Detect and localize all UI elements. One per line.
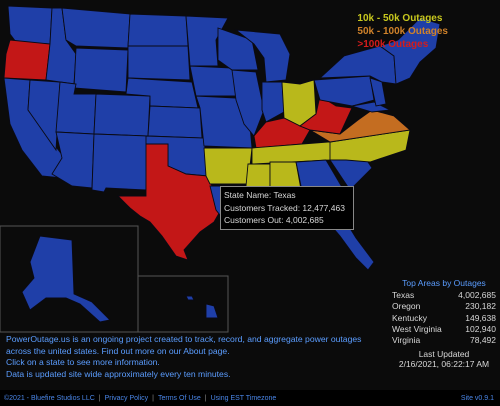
legend-tier2: 50k - 100k Outages — [357, 26, 448, 37]
state-west-virginia[interactable] — [299, 95, 353, 135]
state-arkansas[interactable] — [203, 147, 253, 185]
top-area-value: 78,492 — [470, 335, 496, 346]
top-area-name: West Virginia — [392, 323, 442, 334]
state-hawaii-islands[interactable] — [185, 295, 195, 301]
footer-separator: | — [98, 395, 101, 402]
state-north-dakota[interactable] — [127, 13, 189, 47]
top-area-row[interactable]: West Virginia 102,940 — [392, 324, 496, 335]
top-area-row[interactable]: Texas 4,002,685 — [392, 290, 496, 301]
state-new-jersey[interactable] — [369, 77, 387, 107]
info-line: Data is updated site wide approximately … — [6, 368, 231, 379]
state-alaska[interactable] — [21, 235, 111, 323]
last-updated-label: Last Updated — [418, 349, 470, 360]
state-iowa[interactable] — [189, 65, 237, 97]
top-area-name: Virginia — [392, 335, 421, 346]
top-area-name: Oregon — [392, 301, 421, 312]
tooltip-state-name: State Name: Texas — [224, 190, 296, 200]
state-nevada[interactable] — [27, 79, 61, 152]
info-line: PowerOutage.us is an ongoing project cre… — [6, 334, 362, 344]
state-indiana[interactable] — [261, 81, 285, 123]
top-areas-panel: Top Areas by Outages Texas 4,002,685 Oreg… — [392, 278, 496, 369]
state-oregon[interactable] — [3, 39, 51, 81]
top-area-value: 149,638 — [465, 312, 496, 323]
state-hawaii[interactable] — [205, 303, 219, 319]
top-areas-title: Top Areas by Outages — [402, 278, 486, 288]
footer-separator: | — [152, 395, 154, 402]
state-south-dakota[interactable] — [127, 45, 191, 81]
state-wyoming[interactable] — [73, 47, 129, 93]
top-area-row[interactable]: Kentucky 149,638 — [392, 313, 496, 324]
footer-links: ©2021 - Bluefire Studios LLC | Privacy Pol… — [4, 392, 276, 406]
timezone-link[interactable]: Using EST Timezone — [210, 395, 277, 402]
last-updated-value: 2/16/2021, 06:22:17 AM — [398, 359, 490, 370]
top-area-row[interactable]: Oregon 230,182 — [392, 301, 496, 312]
privacy-policy-link[interactable]: Privacy Policy — [104, 395, 149, 402]
us-outage-map — [0, 0, 500, 390]
state-utah[interactable] — [55, 81, 97, 135]
state-new-england[interactable] — [379, 17, 441, 85]
tooltip-customers-tracked: Customers Tracked: 12,477,463 — [224, 202, 345, 213]
state-colorado[interactable] — [93, 93, 151, 137]
top-area-value: 102,940 — [465, 323, 496, 334]
site-info: PowerOutage.us is an ongoing project cre… — [6, 334, 392, 380]
terms-of-use-link[interactable]: Terms Of Use — [158, 395, 201, 402]
state-virginia[interactable] — [309, 109, 412, 143]
state-michigan[interactable] — [234, 29, 291, 83]
info-line: Click on a state to see more information… — [6, 357, 160, 367]
footer-separator: | — [204, 395, 207, 402]
state-maryland[interactable] — [351, 101, 392, 113]
top-area-value: 230,182 — [465, 301, 496, 312]
outage-legend: 10k - 50k Outages 50k - 100k Outages >10… — [357, 12, 448, 51]
top-area-name: Kentucky — [392, 312, 427, 323]
top-area-value: 4,002,685 — [458, 290, 496, 300]
hawaii-inset-frame — [137, 275, 229, 333]
legend-tier3: >100k Outages — [357, 39, 429, 50]
info-line: across the united states. Find out more … — [6, 345, 230, 356]
site-version: Site v0.9.1 — [460, 395, 494, 402]
state-new-mexico[interactable] — [91, 133, 149, 193]
top-area-name: Texas — [392, 290, 415, 300]
state-montana[interactable] — [61, 7, 131, 49]
legend-tier1: 10k - 50k Outages — [357, 13, 443, 24]
footer: ©2021 - Bluefire Studios LLC | Privacy Pol… — [0, 392, 500, 406]
state-minnesota[interactable] — [185, 15, 229, 67]
top-area-row[interactable]: Virginia 78,492 — [392, 335, 496, 346]
state-washington[interactable] — [7, 5, 53, 45]
tooltip-customers-out: Customers Out: 4,002,685 — [224, 215, 324, 225]
footer-copyright: ©2021 - Bluefire Studios LLC — [4, 395, 95, 402]
state-tooltip: State Name: Texas Customers Tracked: 12,… — [220, 186, 354, 230]
state-kansas[interactable] — [147, 105, 203, 139]
